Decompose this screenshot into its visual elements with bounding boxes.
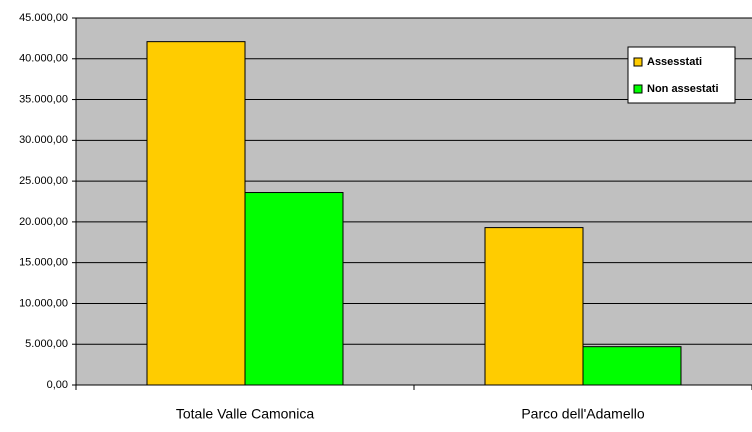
bar [146,41,246,386]
y-tick-label: 20.000,00 [19,216,68,228]
y-tick-label: 25.000,00 [19,175,68,187]
y-tick-label: 35.000,00 [19,93,68,105]
bar [244,192,344,386]
y-tick-label: 40.000,00 [19,53,68,65]
y-tick-label: 5.000,00 [25,338,68,350]
y-tick-label: 30.000,00 [19,134,68,146]
legend-box [627,46,736,104]
x-tick-label: Parco dell'Adamello [521,406,645,422]
y-tick-label: 0,00 [47,379,68,391]
y-tick-label: 10.000,00 [19,297,68,309]
legend-label: Assesstati [647,56,702,68]
y-tick-label: 15.000,00 [19,257,68,269]
x-tick-label: Totale Valle Camonica [176,406,314,422]
legend-swatch [633,57,643,67]
bar [484,227,584,386]
legend-label: Non assestati [647,83,719,95]
legend-swatch [633,84,643,94]
y-tick-label: 45.000,00 [19,12,68,24]
bar [582,346,682,386]
